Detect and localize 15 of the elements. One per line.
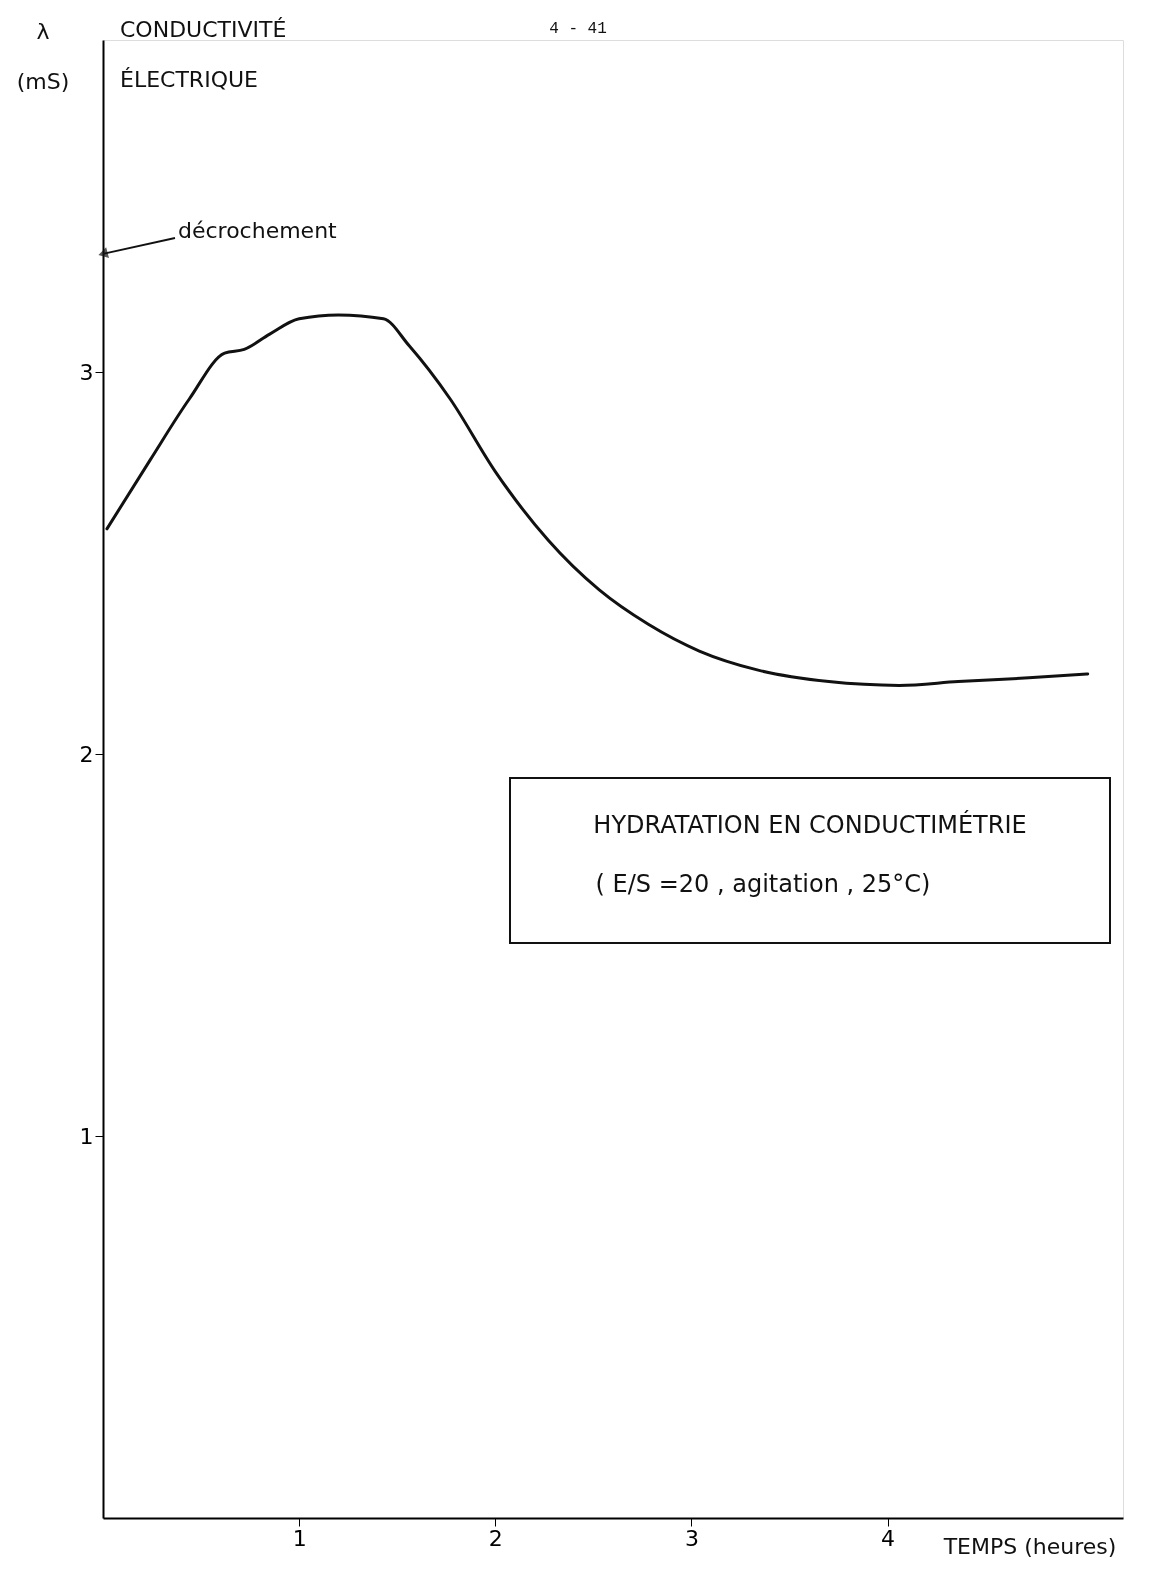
- x-tick-label: 1: [292, 1525, 307, 1551]
- text: 4 - 41: [549, 20, 607, 38]
- x-tick-label: 2: [488, 1525, 503, 1551]
- text: ( E/S =20 , agitation , 25°C): [595, 870, 931, 898]
- y-tick-label: 1: [79, 1123, 94, 1149]
- x-tick-label: 3: [684, 1525, 699, 1551]
- y-tick-label: 3: [79, 359, 94, 385]
- annotation: décrochement: [178, 217, 338, 243]
- x-axis-title: TEMPS (heures): [942, 1534, 1117, 1559]
- x-tick-label: 4: [881, 1525, 896, 1551]
- line-series: [105, 313, 1090, 687]
- y-tick-label: 2: [79, 741, 94, 767]
- annotation: CONDUCTIVITÉ ÉLECTRIQUE: [120, 17, 287, 92]
- y-axis-title: λ (mS): [16, 19, 70, 94]
- text: HYDRATATION EN CONDUCTIMÉTRIE: [593, 810, 1027, 839]
